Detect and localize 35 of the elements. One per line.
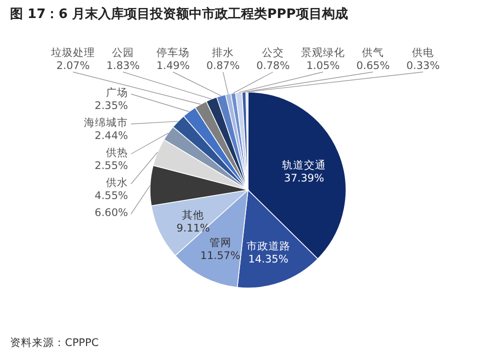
data-label: 2.55%	[94, 160, 128, 172]
data-label: 37.39%	[284, 172, 324, 185]
slice-label: 其他	[182, 208, 204, 222]
data-label: 9.11%	[176, 222, 210, 234]
data-label: 6.60%	[94, 207, 128, 219]
slice-label: 供电	[412, 46, 434, 59]
slice-label: 轨道交通	[282, 158, 326, 172]
data-label: 14.35%	[248, 253, 288, 266]
chart-title: 图 17：6 月末入库项目投资额中市政工程类PPP项目构成	[10, 6, 348, 22]
data-label: 0.33%	[406, 60, 440, 72]
slice-label: 市政道路	[246, 239, 290, 252]
slice-label: 广场	[106, 86, 128, 99]
slice-label: 供气	[362, 47, 384, 59]
slice-label: 垃圾处理	[50, 46, 96, 59]
data-label: 2.44%	[94, 130, 128, 142]
slice-label: 管网	[209, 237, 232, 250]
slice-label: 供热	[106, 147, 128, 159]
slice-label: 公交	[262, 46, 284, 59]
slice-label: 排水	[212, 46, 234, 59]
slice-label: 供水	[106, 176, 128, 189]
data-label: 11.57%	[200, 250, 240, 262]
data-label: 1.83%	[106, 60, 140, 72]
data-label: 0.78%	[256, 60, 290, 72]
data-label: 2.35%	[94, 100, 128, 112]
data-label: 0.87%	[206, 60, 240, 72]
slice-label: 公园	[112, 47, 134, 59]
data-label: 0.65%	[356, 60, 390, 72]
slice-label: 海绵城市	[84, 116, 128, 129]
text: 资料来源：CPPPC	[10, 336, 99, 349]
data-label: 4.55%	[94, 190, 128, 202]
slice-label: 停车场	[156, 46, 190, 59]
data-label: 1.05%	[306, 60, 340, 72]
data-label: 1.49%	[156, 60, 190, 72]
slice-label: 景观绿化	[301, 47, 346, 59]
data-label: 2.07%	[56, 60, 90, 72]
